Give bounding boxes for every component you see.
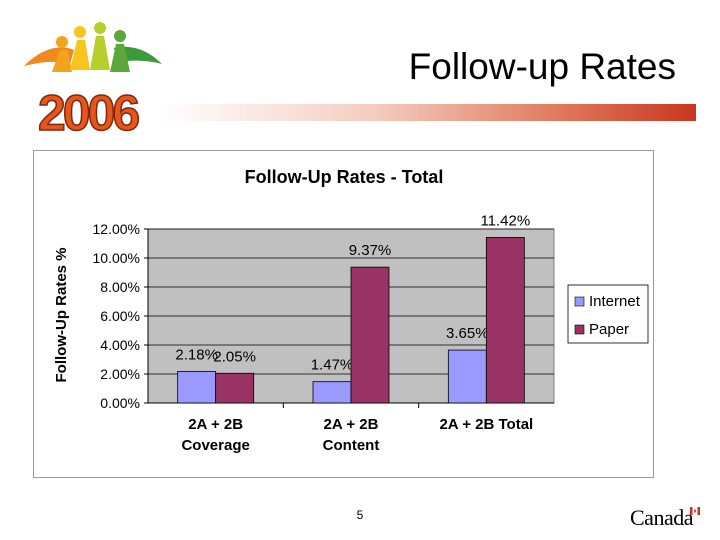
canada-wordmark: Canada	[630, 505, 693, 530]
legend-swatch-paper	[574, 324, 585, 335]
legend-swatch-internet	[574, 296, 585, 307]
logo-figure-1-head	[56, 36, 68, 48]
bar-paper	[215, 372, 255, 404]
y-tick-label: 10.00%	[93, 250, 140, 266]
logo-figure-2	[70, 40, 90, 70]
bar-paper	[485, 237, 525, 404]
legend-label-paper: Paper	[589, 321, 629, 338]
legend-label-internet: Internet	[589, 293, 641, 310]
data-label: 1.47%	[311, 357, 354, 374]
y-tick-label: 6.00%	[100, 308, 140, 324]
slide-title: Follow-up Rates	[408, 46, 676, 87]
logo-figure-3-head	[94, 22, 106, 34]
data-label: 3.65%	[446, 325, 489, 342]
bar-paper	[350, 266, 390, 404]
data-label: 11.42%	[480, 212, 530, 229]
census-2006-logo: 2006	[24, 22, 162, 138]
x-category-label: 2A + 2B	[324, 416, 379, 433]
canada-flag-icon	[690, 507, 700, 515]
y-tick-label: 0.00%	[100, 395, 140, 411]
y-axis-label: Follow-Up Rates %	[53, 247, 70, 382]
y-tick-label: 8.00%	[100, 279, 140, 295]
logo-figure-4	[110, 44, 130, 72]
y-tick-label: 2.00%	[100, 366, 140, 382]
x-category-label: 2A + 2B	[188, 416, 243, 433]
data-label: 2.18%	[175, 346, 218, 363]
logo-figure-2-head	[74, 26, 86, 38]
logo-figure-4-head	[114, 30, 126, 42]
chart-title: Follow-Up Rates - Total	[245, 167, 444, 187]
bar-internet	[447, 349, 487, 404]
data-label: 2.05%	[213, 348, 256, 365]
logo-year-text: 2006	[38, 85, 138, 138]
y-tick-label: 12.00%	[93, 221, 140, 237]
legend	[567, 284, 649, 344]
title-underline-gradient	[160, 104, 696, 121]
logo-figure-1	[52, 50, 72, 72]
y-tick-label: 4.00%	[100, 337, 140, 353]
bar-internet	[312, 381, 352, 404]
bar-internet	[177, 370, 217, 404]
x-category-label: Content	[323, 437, 380, 454]
data-label: 9.37%	[349, 242, 392, 259]
x-category-label: Coverage	[181, 437, 249, 454]
follow-up-rates-chart: 0.00% 2.00% 4.00% 6.00% 8.00% 10.00% 12.00% 2A …	[53, 167, 649, 454]
page-number: 5	[356, 508, 364, 522]
logo-figure-3	[90, 36, 110, 70]
chart-frame: 0.00% 2.00% 4.00% 6.00% 8.00% 10.00% 12.00% 2A …	[33, 150, 654, 478]
x-category-label: 2A + 2B Total	[439, 416, 533, 433]
